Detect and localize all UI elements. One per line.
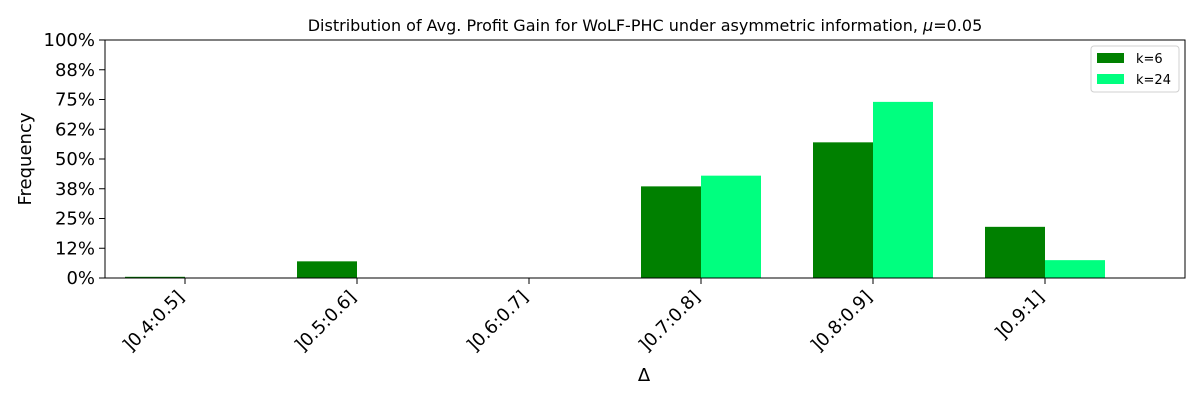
bar-k24-5 [1045,260,1105,278]
y-tick-label: 50% [55,149,95,170]
bar-k24-3 [701,175,761,278]
x-tick-label: ]0.6:0.7] [463,287,533,357]
y-tick-label: 88% [55,60,95,81]
x-tick-label: ]0.5:0.6] [291,287,361,357]
y-tick-label: 62% [55,119,95,140]
x-tick-label: ]0.9:1] [991,287,1048,344]
y-tick-label: 75% [55,90,95,111]
chart-title: Distribution of Avg. Profit Gain for WoL… [308,16,983,35]
x-axis-ticks: ]0.4:0.5] ]0.5:0.6] ]0.6:0.7] ]0.7:0.8] ]0.8… [119,278,1049,356]
legend-label: k=6 [1136,52,1163,67]
y-tick-label: 100% [44,30,95,51]
legend-swatch [1097,74,1124,84]
bars-group [125,101,1105,278]
legend-swatch [1097,53,1124,63]
x-tick-label: ]0.4:0.5] [119,287,189,357]
y-axis-label: Frequency [15,112,36,205]
y-tick-label: 25% [55,209,95,230]
y-tick-label: 12% [55,238,95,259]
x-tick-label: ]0.8:0.9] [807,287,877,357]
bar-k6-5 [985,226,1045,278]
legend-label: k=24 [1136,73,1171,88]
x-axis-label: Δ [638,365,651,386]
bar-k24-4 [873,101,933,278]
legend: k=6 k=24 [1090,45,1180,93]
bar-k6-4 [813,142,873,278]
bar-k6-3 [641,186,701,278]
bar-k6-1 [297,261,357,278]
bar-k6-0 [125,276,185,278]
y-tick-label: 0% [66,268,95,289]
y-axis-ticks: 0% 12% 25% 38% 50% 62% 75% 88% 100% [44,30,105,289]
y-tick-label: 38% [55,179,95,200]
x-tick-label: ]0.7:0.8] [635,287,705,357]
